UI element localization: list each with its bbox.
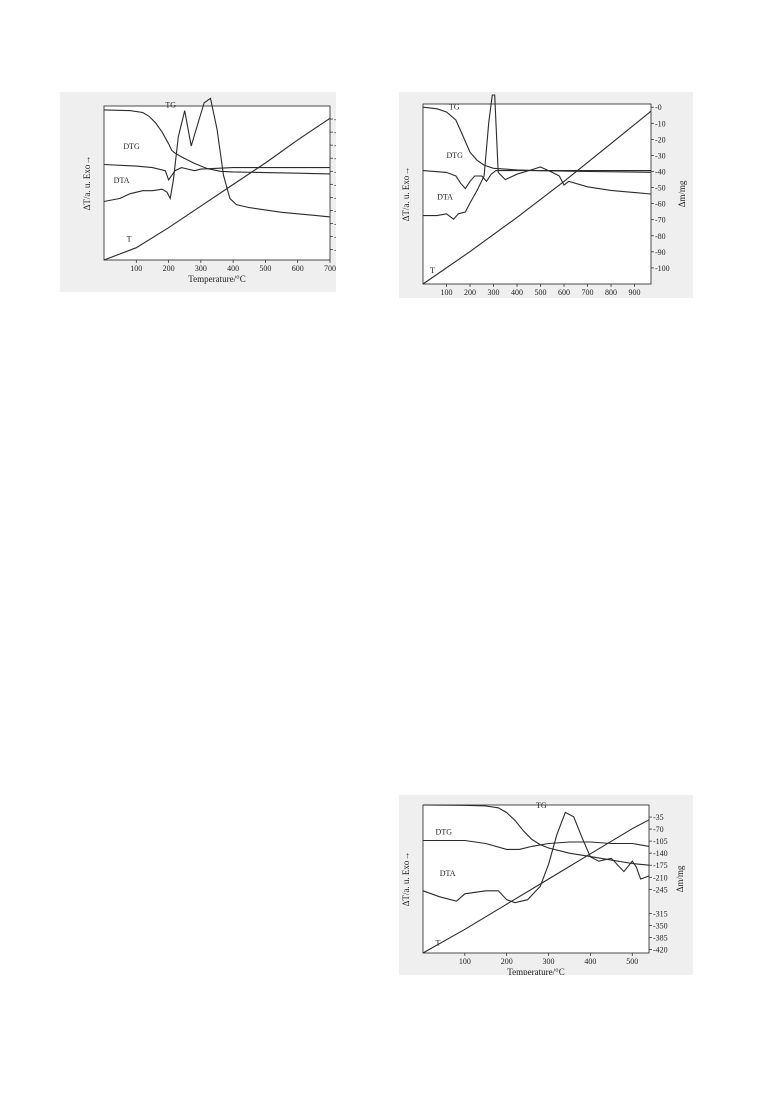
y-right-axis-title: Δm/mg xyxy=(675,865,685,892)
series-label-t: T xyxy=(430,266,435,275)
y-right-tick-label: -40 xyxy=(655,168,666,177)
series-label-dtg: DTG xyxy=(447,151,464,160)
series-line-dta xyxy=(423,94,652,220)
series-line-dtg xyxy=(422,170,651,190)
series-line-t xyxy=(103,117,331,261)
series-label-dta: DTA xyxy=(114,176,130,185)
y-right-tick-label: -70 xyxy=(653,825,664,834)
x-tick-label: 200 xyxy=(163,264,175,273)
y-right-tick-label: -30 xyxy=(334,141,336,150)
series-line-dta xyxy=(422,811,650,904)
x-tick-label: 200 xyxy=(501,957,513,966)
x-tick-label: 500 xyxy=(535,288,547,297)
y-right-tick-label: -245 xyxy=(653,885,668,894)
chart-panel-3: 100 200 300 400 500 -35 -70 -105 -140 -175 -210 -24… xyxy=(399,795,693,975)
chart-1-plot: 100 200 300 400 500 600 700 -10 -20 -30 -40 -50 -60 -… xyxy=(82,97,336,284)
y-right-tick-label: -315 xyxy=(653,909,668,918)
y-right-tick-label: -350 xyxy=(653,921,668,930)
x-tick-label: 300 xyxy=(543,957,555,966)
y-right-tick-label: -0 xyxy=(655,103,662,112)
y-right-tick-label: -20 xyxy=(655,135,666,144)
chart-panel-1: 100 200 300 400 500 600 700 -10 -20 -30 -40 -50 -60 -… xyxy=(60,92,336,292)
y-right-tick-label: -20 xyxy=(334,128,336,137)
series-label-dtg: DTG xyxy=(123,142,140,151)
series-label-dta: DTA xyxy=(440,869,456,878)
y-right-tick-label: -100 xyxy=(655,264,670,273)
chart-2-svg: 100 200 300 400 500 600 700 800 900 -0 -10 -20 -30 -4… xyxy=(401,94,687,297)
y-right-tick-label: -40 xyxy=(334,154,336,163)
y-right-tick-label: -50 xyxy=(655,184,666,193)
x-axis-title: Temperature/°C xyxy=(188,274,245,284)
series-line-t xyxy=(422,819,650,954)
y-right-tick-label: -140 xyxy=(653,849,668,858)
series-line-dta xyxy=(103,97,331,218)
series-line-t xyxy=(422,110,652,285)
x-tick-label: 700 xyxy=(324,264,336,273)
series-line-tg xyxy=(422,804,650,866)
y-right-tick-label: -10 xyxy=(334,115,336,124)
plot-frame xyxy=(422,103,652,285)
x-tick-label: 700 xyxy=(582,288,594,297)
y-right-tick-label: -35 xyxy=(653,813,664,822)
y-right-tick-label: -60 xyxy=(655,200,666,209)
y-right-tick-label: -50 xyxy=(334,167,336,176)
y-right-tick-label: -385 xyxy=(653,934,668,943)
y-right-tick-label: -100 xyxy=(334,233,336,242)
y-right-tick-label: -90 xyxy=(655,248,666,257)
series-label-tg: TG xyxy=(536,801,547,810)
x-tick-label: 100 xyxy=(459,957,471,966)
y-right-tick-label: -70 xyxy=(655,216,666,225)
y-right-tick-label: -210 xyxy=(653,873,668,882)
y-right-tick-label: -30 xyxy=(655,151,666,160)
series-label-dta: DTA xyxy=(437,192,453,201)
x-tick-label: 100 xyxy=(441,288,453,297)
series-line-dtg xyxy=(423,839,650,850)
x-tick-label: 500 xyxy=(259,264,271,273)
x-tick-label: 500 xyxy=(626,957,638,966)
y-right-tick-label: -10 xyxy=(655,119,666,128)
x-tick-label: 100 xyxy=(130,264,142,273)
y-left-axis-title: ΔT/a. u. Exo→ xyxy=(82,156,92,211)
x-tick-label: 400 xyxy=(584,957,596,966)
plot-frame xyxy=(422,804,650,954)
y-right-tick-label: -105 xyxy=(653,837,668,846)
x-tick-label: 600 xyxy=(558,288,570,297)
x-tick-label: 400 xyxy=(227,264,239,273)
series-label-t: T xyxy=(127,235,132,244)
y-right-tick-label: -60 xyxy=(334,180,336,189)
chart-1-svg: 100 200 300 400 500 600 700 -10 -20 -30 -40 -50 -60 -… xyxy=(82,97,336,284)
x-tick-label: 300 xyxy=(195,264,207,273)
y-right-tick-label: -80 xyxy=(334,206,336,215)
x-tick-label: 400 xyxy=(511,288,523,297)
y-right-tick-label: -80 xyxy=(655,232,666,241)
x-tick-label: 800 xyxy=(605,288,617,297)
chart-3-plot: 100 200 300 400 500 -35 -70 -105 -140 -175 -210 -24… xyxy=(401,801,685,975)
series-label-dtg: DTG xyxy=(436,828,453,837)
x-tick-label: 300 xyxy=(488,288,500,297)
series-line-tg xyxy=(103,109,331,175)
series-label-tg: TG xyxy=(165,101,176,110)
chart-panel-2: 100 200 300 400 500 600 700 800 900 -0 -10 -20 -30 -4… xyxy=(399,92,693,298)
y-right-axis-title: Δm/mg xyxy=(677,180,687,207)
chart-3-svg: 100 200 300 400 500 -35 -70 -105 -140 -175 -210 -24… xyxy=(401,801,685,975)
chart-2-plot: 100 200 300 400 500 600 700 800 900 -0 -10 -20 -30 -4… xyxy=(401,94,687,297)
series-line-dtg xyxy=(103,163,330,182)
y-left-axis-title: ΔT/a. u. Exo→ xyxy=(401,852,411,907)
series-label-t: T xyxy=(436,939,441,948)
x-tick-label: 900 xyxy=(629,288,641,297)
series-label-tg: TG xyxy=(449,102,460,111)
x-tick-label: 600 xyxy=(292,264,304,273)
x-tick-label: 200 xyxy=(464,288,476,297)
y-right-tick-label: -175 xyxy=(653,861,668,870)
y-right-tick-label: -90 xyxy=(334,219,336,228)
y-left-axis-title: ΔT/a. u. Exo→ xyxy=(401,167,411,222)
y-right-tick-label: -420 xyxy=(653,946,668,955)
y-right-tick-label: -70 xyxy=(334,193,336,202)
x-axis-title: Temperature/°C xyxy=(507,967,564,975)
y-right-tick-label: -110 xyxy=(334,246,336,255)
